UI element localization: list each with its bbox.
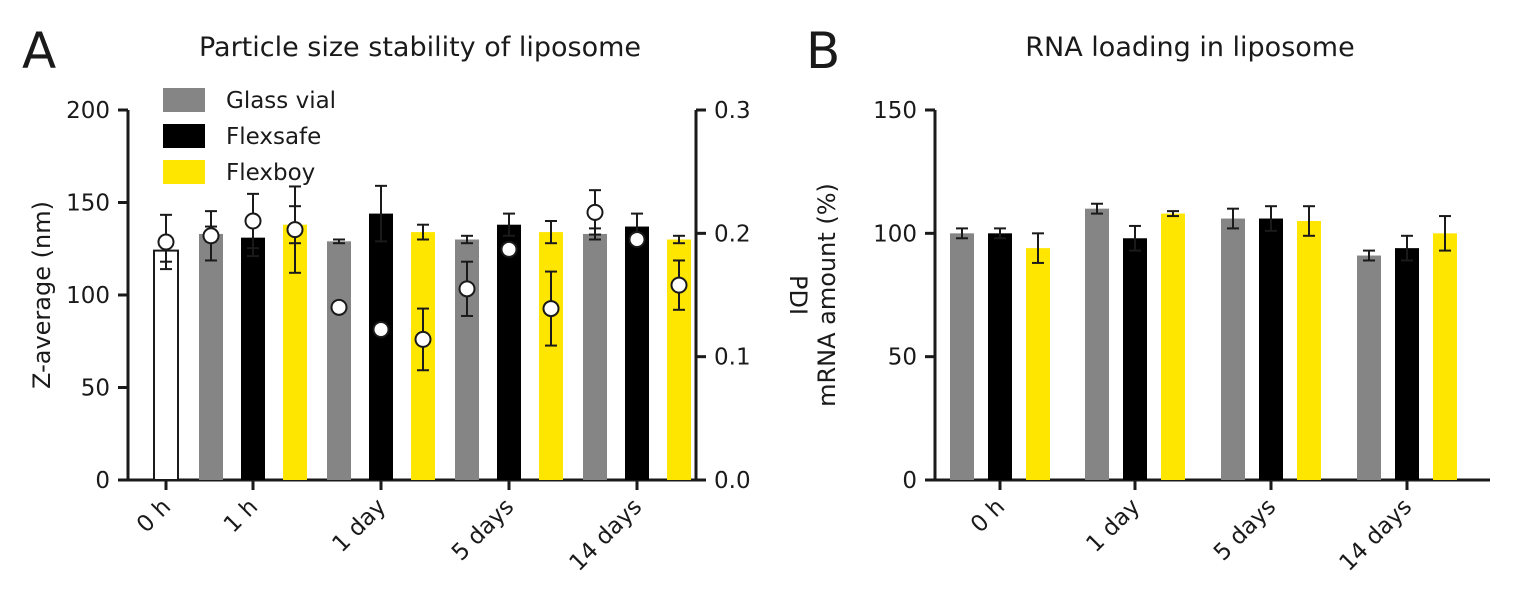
xtick-label-a-0-h: 0 h — [132, 494, 176, 538]
bar-b-flexsafe-0-h — [988, 233, 1012, 480]
ytick-label-b-150: 150 — [873, 98, 917, 124]
xtick-label-b-14-days: 14 days — [1335, 494, 1418, 577]
pdi-point-flexsafe-14-days — [628, 231, 646, 248]
pdi-point-glass-vial-5-days — [458, 280, 476, 298]
ytick-label-b-0: 0 — [902, 468, 917, 494]
chart-b-title: RNA loading in liposome — [1025, 32, 1354, 63]
pdi-point-flexboy-1-day — [414, 330, 432, 348]
xtick-label-b-0-h: 0 h — [966, 494, 1010, 538]
ytick-label-a-0: 0 — [95, 468, 110, 494]
legend-swatch-flexsafe — [163, 124, 205, 148]
bar-b-glass-vial-14-days — [1357, 255, 1381, 480]
xtick-label-b-1-day: 1 day — [1081, 494, 1145, 558]
bar-b-flexboy-5-days — [1297, 221, 1321, 480]
y2tick-label-a-0.2: 0.2 — [714, 221, 751, 247]
bar-a-flexsafe-5-days — [497, 224, 521, 480]
bar-a-glass-vial-1-h — [199, 233, 223, 480]
pdi-point-flexsafe-5-days — [500, 240, 518, 258]
bar-a-initial-0-h — [153, 249, 179, 481]
xtick-label-a-5-days: 5 days — [447, 494, 519, 566]
ytick-label-a-200: 200 — [66, 98, 110, 124]
pdi-point-glass-vial-1-day — [330, 298, 348, 316]
pdi-point-flexboy-5-days — [542, 300, 560, 318]
panel-letter-a: A — [22, 22, 56, 80]
ytick-label-a-100: 100 — [66, 283, 110, 309]
xtick-label-a-1-h: 1 h — [219, 494, 263, 538]
bar-b-flexsafe-14-days — [1395, 248, 1419, 480]
pdi-point-flexsafe-1-h — [244, 212, 262, 230]
bar-b-glass-vial-0-h — [950, 233, 974, 480]
xtick-label-a-14-days: 14 days — [565, 494, 648, 577]
legend-label-flexsafe: Flexsafe — [226, 124, 321, 150]
y2tick-label-a-0.3: 0.3 — [714, 98, 751, 124]
bar-b-flexsafe-1-day — [1123, 238, 1147, 480]
legend-swatch-glass-vial — [163, 88, 205, 112]
y2tick-label-a-0.1: 0.1 — [714, 345, 751, 371]
chart-a-legend: Glass vial Flexsafe Flexboy — [163, 88, 336, 186]
pdi-point-glass-vial-14-days — [586, 203, 604, 221]
xtick-label-a-1-day: 1 day — [327, 494, 391, 558]
ytick-label-b-100: 100 — [873, 221, 917, 247]
y2tick-label-a-0.0: 0.0 — [714, 468, 751, 494]
pdi-point-glass-vial-1-h — [202, 227, 220, 245]
bar-b-flexboy-0-h — [1026, 248, 1050, 480]
legend-label-glass-vial: Glass vial — [226, 88, 336, 114]
chart-b: 0 50 100 150 0 h 1 day 5 days 14 days — [873, 98, 1490, 577]
chart-a-ylabel: Z-average (nm) — [28, 201, 56, 389]
ytick-label-a-50: 50 — [81, 376, 110, 402]
ytick-label-a-150: 150 — [66, 191, 110, 217]
panel-letter-b: B — [806, 22, 840, 80]
pdi-point-flexboy-1-h — [286, 221, 304, 239]
bar-a-flexsafe-1-day — [369, 213, 393, 480]
chart-a: 0 50 100 150 200 0.0 0.1 0.2 0.3 0 h 1 h 1 day 5 day… — [66, 98, 750, 577]
bar-b-flexboy-14-days — [1433, 233, 1457, 480]
legend-label-flexboy: Flexboy — [226, 160, 315, 186]
chart-a-y2label: PDI — [784, 275, 812, 315]
pdi-point-flexboy-14-days — [670, 276, 688, 294]
bar-b-flexboy-1-day — [1161, 213, 1185, 480]
bar-b-glass-vial-5-days — [1221, 218, 1245, 481]
pdi-point-initial-0-h — [157, 233, 175, 251]
bar-a-glass-vial-1-day — [327, 241, 351, 480]
bar-a-glass-vial-14-days — [583, 233, 607, 480]
bar-b-flexsafe-5-days — [1259, 218, 1283, 481]
legend-swatch-flexboy — [163, 160, 205, 184]
chart-b-ylabel: mRNA amount (%) — [813, 183, 841, 407]
bar-a-flexsafe-1-h — [241, 237, 265, 480]
xtick-label-b-5-days: 5 days — [1209, 494, 1281, 566]
bar-a-flexboy-5-days — [539, 232, 563, 480]
bar-b-glass-vial-1-day — [1085, 208, 1109, 480]
chart-a-title: Particle size stability of liposome — [199, 32, 641, 63]
pdi-point-flexsafe-1-day — [372, 321, 390, 339]
bar-a-flexsafe-14-days — [625, 226, 649, 480]
ytick-label-b-50: 50 — [888, 345, 917, 371]
